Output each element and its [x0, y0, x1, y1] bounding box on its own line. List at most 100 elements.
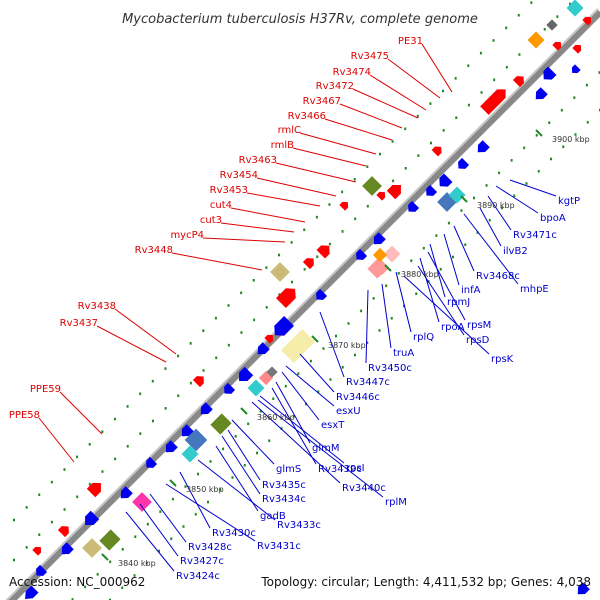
gene-label-rmlc[interactable]: rmlC [278, 125, 301, 136]
forward-gene [302, 258, 314, 270]
gene-label-cut4[interactable]: cut4 [210, 200, 232, 211]
feature-box [362, 176, 382, 196]
gene-label-rpsi[interactable]: rpsI [346, 463, 365, 474]
gene-label-glms[interactable]: glmS [276, 464, 301, 475]
upper-tick [467, 103, 470, 107]
gene-label-cut3[interactable]: cut3 [200, 215, 222, 226]
upper-tick [556, 15, 559, 18]
gene-label-rv3433c[interactable]: Rv3433c [277, 520, 321, 531]
upper-tick [38, 493, 41, 497]
kbp-tick [535, 129, 543, 137]
leader-line [227, 429, 261, 481]
kbp-marker: 3860 kbp [257, 413, 295, 422]
upper-tick [13, 518, 15, 522]
gene-label-rpmj[interactable]: rpmJ [447, 297, 470, 308]
gene-label-rv3428c[interactable]: Rv3428c [188, 542, 232, 553]
reverse-gene [146, 456, 158, 468]
upper-tick [151, 379, 154, 383]
gene-label-rv3474[interactable]: Rv3474 [333, 67, 371, 78]
gene-label-rv3431c[interactable]: Rv3431c [257, 541, 301, 552]
upper-tick [278, 253, 280, 257]
upper-tick [429, 102, 432, 105]
gene-label-ppe58[interactable]: PPE58 [9, 410, 40, 421]
gene-label-kgtp[interactable]: kgtP [558, 196, 580, 207]
kbp-marker: 3900 kbp [552, 135, 590, 144]
upper-tick [316, 255, 319, 259]
lower-tick [259, 409, 262, 413]
gene-label-rv3427c[interactable]: Rv3427c [180, 556, 224, 567]
kbp-tick [240, 407, 248, 415]
reverse-gene [439, 173, 453, 187]
gene-label-infa[interactable]: infA [461, 285, 481, 296]
lower-tick [222, 447, 225, 451]
gene-label-mycp4[interactable]: mycP4 [170, 230, 204, 241]
leader-line [221, 435, 261, 495]
gene-label-rv3467[interactable]: Rv3467 [303, 96, 341, 107]
gene-label-rv3447c[interactable]: Rv3447c [346, 377, 390, 388]
gene-label-rv3453[interactable]: Rv3453 [210, 185, 248, 196]
lower-tick [247, 422, 250, 426]
gene-label-rpsk[interactable]: rpsK [491, 354, 514, 365]
reverse-gene [543, 66, 557, 80]
gene-label-ilvb2[interactable]: ilvB2 [503, 246, 528, 257]
leader-line [463, 213, 519, 285]
gene-label-esxt[interactable]: esxT [321, 420, 345, 431]
forward-gene [480, 89, 506, 115]
gene-label-rv3468c[interactable]: Rv3468c [476, 271, 520, 282]
gene-label-rv3454[interactable]: Rv3454 [220, 170, 258, 181]
upper-tick [240, 331, 243, 334]
gene-label-rplm[interactable]: rplM [385, 497, 407, 508]
gene-label-rv3472[interactable]: Rv3472 [316, 81, 354, 92]
lower-tick [170, 537, 173, 541]
gene-label-rv3463[interactable]: Rv3463 [239, 155, 277, 166]
upper-tick [328, 203, 331, 206]
forward-gene [582, 16, 592, 26]
gene-label-rv3434c[interactable]: Rv3434c [262, 494, 306, 505]
gene-label-rv3439c[interactable]: Rv3439c [318, 464, 362, 475]
lower-tick [501, 206, 503, 210]
upper-tick [341, 190, 344, 194]
gene-label-rv3440c[interactable]: Rv3440c [342, 483, 386, 494]
gene-label-trua[interactable]: truA [393, 348, 414, 359]
gene-label-rmlb[interactable]: rmlB [271, 140, 294, 151]
gene-label-rv3450c[interactable]: Rv3450c [368, 363, 412, 374]
gene-label-rv3438[interactable]: Rv3438 [78, 301, 116, 312]
lower-tick [586, 120, 589, 124]
gene-label-esxu[interactable]: esxU [336, 406, 361, 417]
gene-label-mhpe[interactable]: mhpE [520, 284, 549, 295]
reverse-gene [316, 288, 328, 300]
gene-label-rv3430c[interactable]: Rv3430c [212, 528, 256, 539]
gene-label-gadb[interactable]: gadB [260, 511, 286, 522]
upper-tick [214, 316, 217, 320]
leader-line [339, 103, 403, 129]
gene-label-glmm[interactable]: glmM [312, 443, 340, 454]
gene-label-rv3448[interactable]: Rv3448 [135, 245, 173, 256]
upper-tick [366, 204, 369, 208]
lower-tick [435, 234, 438, 237]
lower-tick [498, 171, 501, 175]
lower-tick [145, 561, 148, 565]
gene-label-rv3466[interactable]: Rv3466 [288, 111, 326, 122]
gene-label-ppe59[interactable]: PPE59 [30, 384, 61, 395]
gene-label-rpsm[interactable]: rpsM [467, 320, 491, 331]
gene-label-rpsd[interactable]: rpsD [466, 335, 490, 346]
gene-label-rv3475[interactable]: Rv3475 [351, 51, 389, 62]
gene-label-rv3435c[interactable]: Rv3435c [262, 480, 306, 491]
gene-label-bpoa[interactable]: bpoA [540, 213, 566, 224]
upper-tick [353, 177, 356, 181]
gene-label-rv3471c[interactable]: Rv3471c [513, 230, 557, 241]
gene-label-rplq[interactable]: rplQ [413, 332, 434, 343]
gene-label-rpoa[interactable]: rpoA [441, 322, 465, 333]
gene-label-rv3446c[interactable]: Rv3446c [336, 392, 380, 403]
upper-tick [505, 26, 508, 30]
gene-label-rv3437[interactable]: Rv3437 [60, 318, 98, 329]
gene-label-rv3424c[interactable]: Rv3424c [176, 571, 220, 582]
kbp-marker: 3840 kbp [118, 559, 156, 568]
upper-tick [227, 343, 230, 347]
lower-tick [488, 218, 491, 222]
gene-label-pe31[interactable]: PE31 [398, 36, 423, 47]
upper-tick [177, 354, 180, 358]
kbp-marker: 3880 kbp [401, 270, 439, 279]
upper-tick [492, 39, 495, 42]
lower-tick [485, 184, 488, 187]
